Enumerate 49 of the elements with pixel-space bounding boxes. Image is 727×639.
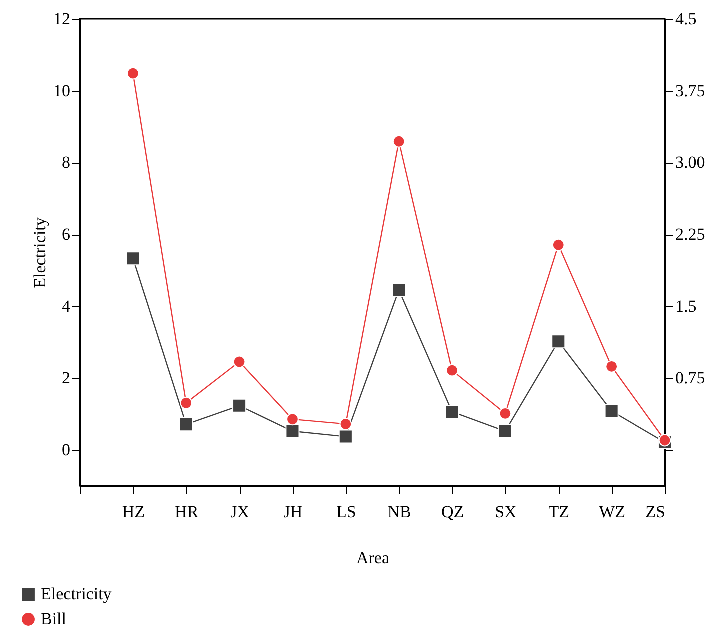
y2-tick-label: 0.75 [676,368,706,388]
y-tick-label: 2 [62,368,70,388]
y-tick-label: 12 [54,10,70,28]
point [392,135,406,148]
y-tick-label: 6 [62,225,70,244]
point [233,356,246,368]
y-tick-label: 10 [54,81,70,100]
point [286,413,299,426]
y2-tick-label: 4.5 [676,10,697,28]
point [286,424,300,438]
point [126,67,140,80]
legend-label: Electricity [41,584,112,604]
y2-tick-label: 3.75 [676,81,706,100]
x-tick-label: ZS [646,502,666,522]
x-tick-label: NB [388,502,412,522]
legend-label: Bill [41,610,67,628]
point [392,283,406,298]
point [179,418,194,432]
point [126,252,140,266]
point [232,398,247,413]
y-tick-label: 4 [62,296,71,316]
x-tick-label: LS [336,502,356,522]
y2-tick-label: 2.25 [676,225,706,244]
point [338,430,353,444]
y-tick-label: 0 [62,440,70,460]
x-axis-title: Area [356,548,390,568]
x-tick-label: HZ [122,502,146,522]
x-tick-label: JH [284,502,303,522]
point [340,418,352,430]
y-tick-label: 8 [62,153,70,172]
point [498,424,512,438]
point [445,404,460,420]
point [446,364,458,377]
point [658,434,672,447]
x-tick-label: WZ [599,502,626,522]
x-tick-label: JX [230,502,250,522]
point [180,396,193,410]
y2-tick-label: 1.5 [676,296,697,316]
point [552,334,566,349]
point [604,404,619,418]
point [606,360,618,373]
point [552,238,565,252]
point [499,407,512,420]
y2-tick-label: 3.00 [676,153,706,172]
x-tick-label: HR [175,502,200,522]
y-axis-title: Electricity [30,217,50,288]
x-tick-label: SX [495,502,517,522]
x-tick-label: TZ [548,502,570,522]
x-tick-label: QZ [441,502,464,522]
